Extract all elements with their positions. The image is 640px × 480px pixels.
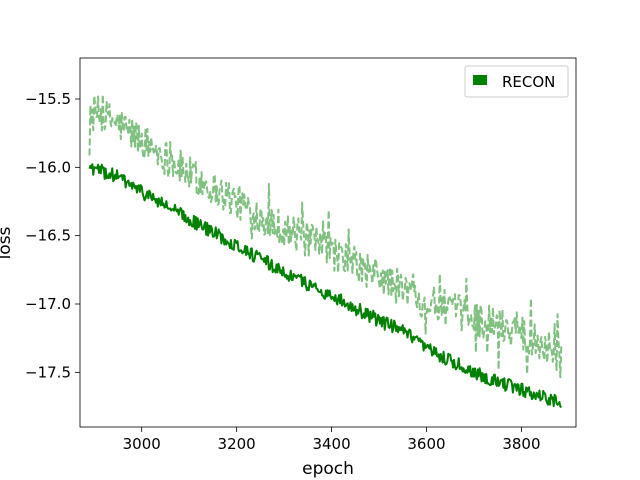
x-tick-label: 3200 <box>218 435 256 453</box>
legend-swatch-recon <box>473 75 487 85</box>
x-tick-label: 3600 <box>407 435 445 453</box>
y-axis-ticks: −15.5 −16.0 −16.5 −17.0 −17.5 <box>25 90 80 381</box>
legend: RECON <box>464 65 569 98</box>
y-tick-label: −17.5 <box>25 363 71 381</box>
x-tick-label: 3800 <box>502 435 540 453</box>
y-axis-label: loss <box>0 226 15 259</box>
y-tick-label: −15.5 <box>25 90 71 108</box>
y-tick-label: −17.0 <box>25 295 71 313</box>
x-axis-label: epoch <box>302 459 354 479</box>
series-layer <box>88 93 563 409</box>
x-axis-ticks: 3000 3200 3400 3600 3800 <box>123 427 541 453</box>
x-tick-label: 3400 <box>312 435 350 453</box>
x-tick-label: 3000 <box>123 435 161 453</box>
series-line-dashed <box>88 93 563 379</box>
series-line-recon <box>88 163 563 409</box>
legend-box <box>464 65 569 98</box>
plot-frame <box>79 57 577 428</box>
y-tick-label: −16.5 <box>25 227 71 245</box>
y-tick-label: −16.0 <box>25 158 71 176</box>
legend-label-recon: RECON <box>502 73 555 91</box>
